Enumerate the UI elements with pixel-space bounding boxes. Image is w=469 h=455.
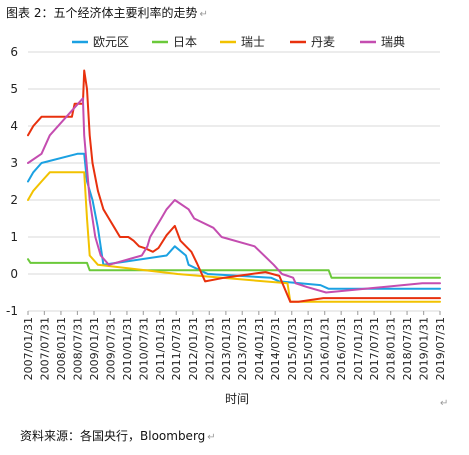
return-mark-right: ↵ <box>440 398 449 409</box>
y-tick-label: 3 <box>10 156 18 170</box>
x-tick-label: 2007/01/31 <box>22 317 35 380</box>
x-tick-label: 2011/07/31 <box>170 317 183 380</box>
y-tick-label: 0 <box>10 267 18 281</box>
x-tick-label: 2014/07/31 <box>269 317 282 380</box>
y-tick-label: -1 <box>6 304 18 318</box>
series-line-瑞士 <box>27 171 441 303</box>
x-tick-label: 2009/01/31 <box>88 317 101 380</box>
x-tick-label: 2012/07/31 <box>203 317 216 380</box>
legend-label: 欧元区 <box>93 35 129 49</box>
legend-label: 瑞士 <box>241 35 265 49</box>
chart-legend: 欧元区 日本 瑞士 丹麦 瑞典 <box>72 35 405 49</box>
x-tick-label: 2012/01/31 <box>187 317 200 380</box>
x-axis-ticks: 2007/01/31 2007/07/31 2008/01/31 2008/07/31… <box>22 311 447 380</box>
y-tick-label: 5 <box>10 82 18 96</box>
series-line-欧元区 <box>27 152 441 290</box>
y-axis-ticks: -1 0 1 2 3 4 5 6 <box>6 45 18 318</box>
x-tick-label: 2018/01/31 <box>385 317 398 380</box>
x-tick-label: 2017/07/31 <box>368 317 381 380</box>
x-tick-label: 2019/01/31 <box>418 317 431 380</box>
x-tick-label: 2007/07/31 <box>38 317 51 380</box>
legend-label: 瑞典 <box>381 35 405 49</box>
x-axis-label: 时间 <box>225 392 249 406</box>
x-tick-label: 2013/07/31 <box>236 317 249 380</box>
return-mark: ↵ <box>199 9 208 20</box>
figure-caption: 图表 2：五个经济体主要利率的走势 ↵ <box>6 6 208 20</box>
chart-series <box>27 69 441 303</box>
series-line-丹麦 <box>27 69 441 303</box>
y-tick-label: 1 <box>10 230 18 244</box>
x-tick-label: 2009/07/31 <box>104 317 117 380</box>
x-tick-label: 2010/01/31 <box>121 317 134 380</box>
x-tick-label: 2008/01/31 <box>55 317 68 380</box>
return-mark: ↵ <box>207 432 216 443</box>
x-tick-label: 2010/07/31 <box>137 317 150 380</box>
x-tick-label: 2008/07/31 <box>71 317 84 380</box>
x-tick-label: 2015/07/31 <box>302 317 315 380</box>
x-tick-label: 2013/01/31 <box>220 317 233 380</box>
figure-source: 资料来源：各国央行，Bloomberg ↵ <box>20 429 216 443</box>
x-tick-label: 2016/07/31 <box>335 317 348 380</box>
x-tick-label: 2018/07/31 <box>401 317 414 380</box>
x-tick-label: 2015/01/31 <box>286 317 299 380</box>
x-tick-label: 2017/01/31 <box>352 317 365 380</box>
x-tick-label: 2011/01/31 <box>154 317 167 380</box>
x-tick-label: 2016/01/31 <box>319 317 332 380</box>
legend-label: 日本 <box>173 35 197 49</box>
series-line-日本 <box>27 258 441 279</box>
y-tick-label: 4 <box>10 119 18 133</box>
y-tick-label: 2 <box>10 193 18 207</box>
x-tick-label: 2019/07/31 <box>434 317 447 380</box>
legend-label: 丹麦 <box>311 35 335 49</box>
series-line-瑞典 <box>27 97 441 294</box>
x-tick-label: 2014/01/31 <box>253 317 266 380</box>
chart-gridlines <box>28 51 440 312</box>
y-tick-label: 6 <box>10 45 18 59</box>
